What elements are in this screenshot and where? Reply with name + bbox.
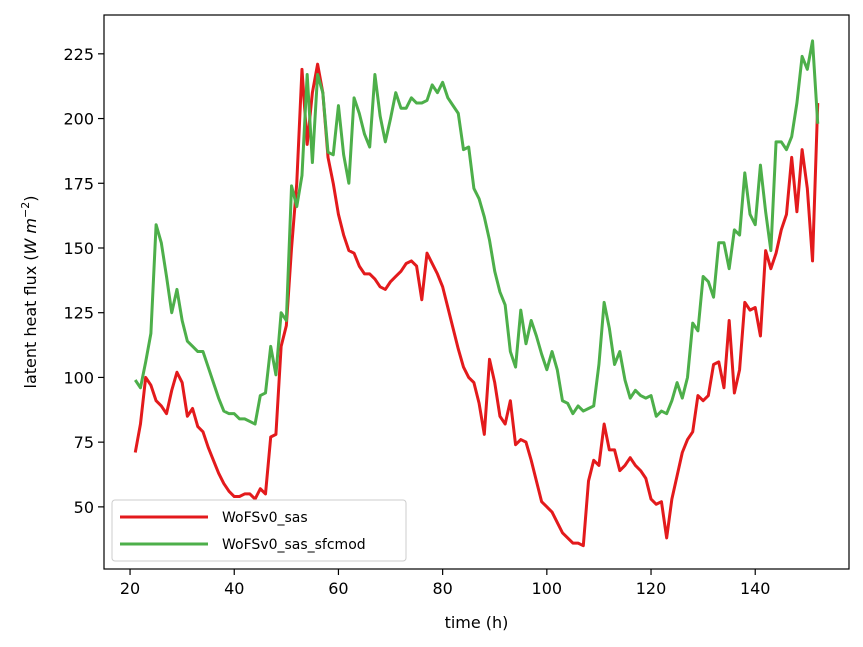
x-tick-label: 20 (120, 579, 140, 598)
series-line-wofsv0-sas-sfcmod (134, 39, 820, 426)
legend-label-wofsv0-sas: WoFSv0_sas (222, 510, 308, 526)
y-axis-label-units: W m (21, 218, 40, 255)
y-axis-ticks: 50 75 100 125 150 175 200 225 (63, 45, 104, 517)
y-axis-label-main: latent heat flux ( (21, 254, 40, 388)
series-layer (133, 39, 820, 548)
y-tick-label: 125 (63, 304, 94, 323)
x-tick-label: 100 (532, 579, 563, 598)
y-tick-label: 75 (74, 433, 94, 452)
y-tick-label: 225 (63, 45, 94, 64)
x-tick-label: 120 (636, 579, 667, 598)
legend: WoFSv0_sas WoFSv0_sas_sfcmod (111, 499, 407, 562)
legend-label-wofsv0-sas-sfcmod: WoFSv0_sas_sfcmod (222, 537, 366, 553)
plot-frame (103, 14, 850, 570)
x-tick-label: 60 (328, 579, 348, 598)
x-axis-ticks: 20 40 60 80 100 120 140 (120, 569, 771, 598)
y-axis-label: latent heat flux (W m−2) (19, 196, 40, 389)
legend-box (111, 499, 407, 562)
x-tick-label: 80 (432, 579, 452, 598)
series-line-wofsv0-sas (133, 62, 820, 548)
y-tick-label: 150 (63, 239, 94, 258)
y-axis-label-exponent: −2 (19, 202, 32, 218)
y-tick-label: 100 (63, 368, 94, 387)
y-tick-label: 50 (74, 498, 94, 517)
y-axis-label-close: ) (21, 196, 40, 202)
x-tick-label: 140 (740, 579, 771, 598)
x-tick-label: 40 (224, 579, 244, 598)
x-axis-label: time (h) (445, 613, 509, 632)
y-tick-label: 200 (63, 110, 94, 129)
plot-background (104, 15, 849, 569)
y-tick-label: 175 (63, 174, 94, 193)
